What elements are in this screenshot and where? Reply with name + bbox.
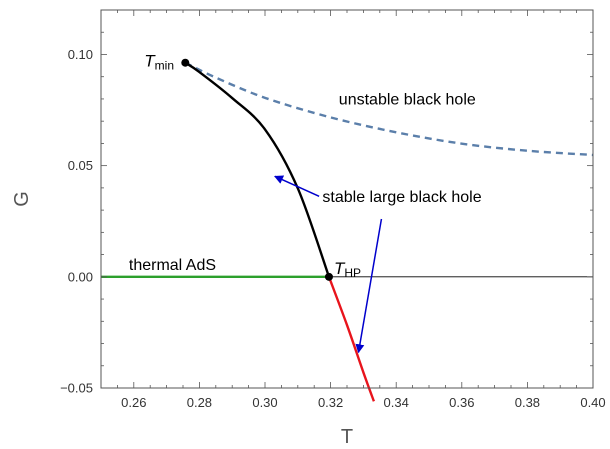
x-tick-label: 0.34 — [384, 395, 409, 410]
x-tick-label: 0.38 — [515, 395, 540, 410]
marker-thp — [324, 272, 333, 281]
series-line-stable-below — [327, 276, 376, 402]
series-line-stable-above — [184, 61, 331, 278]
x-tick-label: 0.26 — [121, 395, 146, 410]
marker-label-tmin: Tmin — [144, 52, 174, 73]
marker-label-sub: min — [155, 59, 174, 73]
x-tick-label: 0.30 — [252, 395, 277, 410]
x-tick-label: 0.36 — [449, 395, 474, 410]
marker-label-sub: HP — [344, 266, 361, 280]
annotation-arrow-1 — [274, 175, 320, 198]
annotation-arrow-2 — [355, 218, 383, 354]
marker-label-main: T — [334, 259, 346, 278]
x-tick-label: 0.32 — [318, 395, 343, 410]
marker-label-thp: THP — [334, 259, 361, 280]
y-axis-label: G — [11, 191, 33, 207]
annotation-unstable-black-hole: unstable black hole — [339, 91, 476, 108]
series-line-unstable — [184, 61, 594, 157]
y-tick-label: 0.10 — [68, 47, 93, 62]
y-tick-label: −0.05 — [60, 381, 93, 396]
annotation-thermal-ads: thermal AdS — [129, 257, 216, 274]
x-axis-label: T — [341, 426, 353, 448]
y-tick-label: 0.00 — [68, 269, 93, 284]
x-tick-label: 0.28 — [187, 395, 212, 410]
y-tick-label: 0.05 — [68, 158, 93, 173]
marker-label-main: T — [144, 52, 156, 71]
marker-tmin — [181, 58, 190, 67]
x-tick-label: 0.40 — [580, 395, 605, 410]
annotation-stable-large-black-hole: stable large black hole — [322, 189, 481, 206]
